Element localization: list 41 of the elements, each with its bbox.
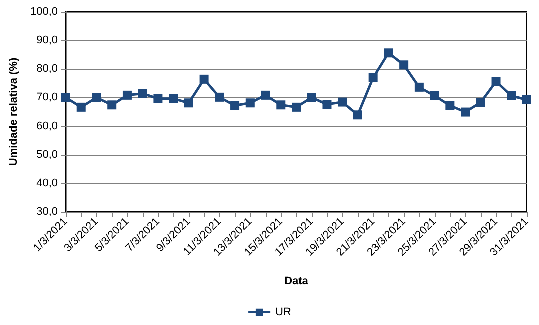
point bbox=[246, 98, 255, 108]
point bbox=[430, 92, 440, 100]
point bbox=[200, 74, 209, 84]
y-tick-label: 40,0 bbox=[36, 177, 58, 190]
point bbox=[276, 100, 286, 110]
point bbox=[154, 94, 163, 104]
point bbox=[215, 92, 224, 102]
point bbox=[230, 101, 240, 110]
y-tick-label: 70,0 bbox=[36, 92, 58, 104]
point bbox=[461, 108, 470, 117]
point bbox=[368, 74, 378, 82]
y-tick-label: 30,0 bbox=[36, 206, 58, 218]
legend-label: UR bbox=[276, 306, 292, 318]
y-tick-label: 80,0 bbox=[36, 63, 58, 76]
point bbox=[507, 92, 516, 100]
point bbox=[292, 102, 301, 112]
point bbox=[138, 89, 148, 98]
point bbox=[122, 90, 132, 100]
point bbox=[307, 93, 316, 102]
point bbox=[446, 101, 455, 110]
y-axis-title: Umidade relativa (%) bbox=[8, 58, 20, 166]
point bbox=[169, 94, 178, 104]
point bbox=[322, 100, 332, 110]
y-tick-label: 50,0 bbox=[36, 148, 58, 161]
point bbox=[400, 60, 409, 70]
point bbox=[338, 98, 348, 107]
y-tick-label: 90,0 bbox=[36, 34, 58, 47]
point bbox=[184, 98, 194, 108]
point bbox=[476, 98, 486, 108]
point bbox=[384, 48, 394, 58]
point bbox=[92, 93, 102, 102]
point bbox=[492, 77, 501, 86]
point bbox=[522, 96, 532, 104]
point bbox=[353, 110, 362, 120]
point bbox=[76, 102, 86, 112]
y-tick-label: 100,0 bbox=[30, 6, 58, 18]
x-axis-title: Data bbox=[284, 276, 310, 288]
point bbox=[261, 90, 270, 100]
y-tick-label: 60,0 bbox=[36, 120, 58, 132]
point bbox=[108, 100, 117, 110]
point bbox=[414, 82, 424, 92]
